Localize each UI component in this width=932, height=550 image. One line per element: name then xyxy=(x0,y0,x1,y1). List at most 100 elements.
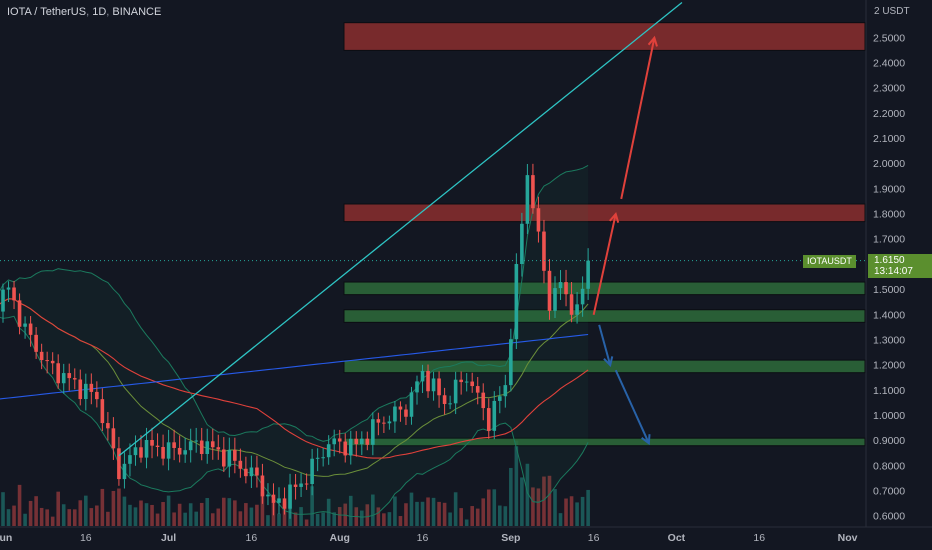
time-tick-label: Jul xyxy=(161,532,176,544)
volume-bar xyxy=(84,495,88,526)
volume-bar xyxy=(575,502,579,526)
candle-body xyxy=(95,391,99,400)
candle-body xyxy=(72,378,77,380)
volume-bar xyxy=(12,505,16,526)
volume-bar xyxy=(360,510,364,526)
candle-body xyxy=(67,373,72,379)
volume-bar xyxy=(6,509,11,526)
price-tick-label: 1.4000 xyxy=(873,309,905,321)
volume-bar xyxy=(216,508,221,526)
volume-bar xyxy=(238,511,243,526)
bollinger-fill xyxy=(0,165,589,518)
candle-body xyxy=(575,304,579,315)
price-tick-label: 0.6000 xyxy=(873,511,905,523)
volume-bar xyxy=(531,487,535,526)
price-tick-label: 1.0000 xyxy=(873,410,905,422)
volume-bar xyxy=(150,504,154,526)
currency-label[interactable]: 2 USDT xyxy=(874,6,910,17)
candle-body xyxy=(558,282,563,289)
candle-body xyxy=(139,447,143,458)
price-tick-label: 1.5000 xyxy=(873,284,905,296)
volume-bar xyxy=(139,500,143,526)
candle-body xyxy=(431,378,436,392)
candle-body xyxy=(304,483,309,485)
time-tick-label: 16 xyxy=(417,532,429,544)
candle-body xyxy=(371,419,375,445)
candle-body xyxy=(1,289,5,312)
candle-body xyxy=(61,373,66,384)
volume-bar xyxy=(199,502,204,526)
candle-body xyxy=(199,440,204,454)
candle-body xyxy=(23,323,27,327)
candle-body xyxy=(315,457,320,459)
resistance-zone xyxy=(343,22,866,51)
candle-body xyxy=(260,475,265,497)
candle-body xyxy=(293,484,298,487)
volume-bar xyxy=(498,505,502,526)
price-tick-label: 1.2000 xyxy=(873,360,905,372)
price-tick-label: 2.3000 xyxy=(873,83,905,95)
candle-body xyxy=(536,208,541,232)
projection-arrow-head xyxy=(609,212,620,223)
candle-body xyxy=(266,494,270,497)
volume-bar xyxy=(492,489,497,526)
candle-body xyxy=(382,422,386,424)
candle-body xyxy=(166,442,171,459)
volume-bar xyxy=(376,507,381,526)
volume-bar xyxy=(409,492,414,526)
candle-body xyxy=(498,396,502,401)
candle-body xyxy=(50,360,55,364)
volume-bar xyxy=(155,513,160,526)
price-tick-label: 1.8000 xyxy=(873,209,905,221)
current-price-label: 1.6150 13:14:07 xyxy=(868,254,932,278)
volume-bar xyxy=(453,492,458,526)
candle-body xyxy=(255,467,259,476)
candle-body xyxy=(299,483,303,487)
volume-bar xyxy=(188,503,193,526)
volume-bar xyxy=(100,488,105,526)
candle-body xyxy=(34,334,38,352)
candle-body xyxy=(249,467,254,477)
volume-bar xyxy=(23,513,27,526)
candle-body xyxy=(216,447,221,450)
candle-body xyxy=(222,449,226,467)
chart-title: IOTA / TetherUS, 1D, BINANCE xyxy=(7,6,162,18)
volume-bar xyxy=(304,519,309,526)
candle-body xyxy=(486,408,491,431)
volume-bar xyxy=(486,489,491,526)
volume-bar xyxy=(475,508,480,526)
volume-bar xyxy=(448,512,452,526)
price-tick-label: 1.1000 xyxy=(873,385,905,397)
candle-body xyxy=(337,438,342,442)
volume-bar xyxy=(293,512,298,526)
volume-bar xyxy=(299,507,303,526)
candle-body xyxy=(244,468,248,477)
candle-body xyxy=(420,370,425,382)
symbol-name: IOTA / TetherUS xyxy=(7,6,87,18)
volume-bar xyxy=(398,516,403,526)
candle-body xyxy=(343,441,348,456)
projection-arrow-down xyxy=(614,369,650,444)
volume-bar xyxy=(415,501,419,526)
volume-bar xyxy=(277,513,281,526)
volume-bar xyxy=(470,506,474,526)
volume-bar xyxy=(34,496,38,526)
volume-bar xyxy=(569,496,574,526)
volume-bar xyxy=(420,501,425,526)
candle-body xyxy=(205,441,210,454)
candle-body xyxy=(481,392,486,409)
volume-bar xyxy=(61,504,66,526)
volume-bar xyxy=(431,497,436,526)
candle-body xyxy=(310,458,314,485)
volume-bar xyxy=(348,495,353,526)
candle-body xyxy=(89,383,94,392)
volume-bar xyxy=(371,494,375,526)
candle-body xyxy=(78,379,83,400)
volume-bar xyxy=(332,512,336,526)
volume-bar xyxy=(547,475,552,526)
exchange-label: BINANCE xyxy=(112,6,162,18)
volume-bar xyxy=(39,507,44,526)
candle-body xyxy=(475,386,480,393)
volume-bar xyxy=(580,496,585,526)
